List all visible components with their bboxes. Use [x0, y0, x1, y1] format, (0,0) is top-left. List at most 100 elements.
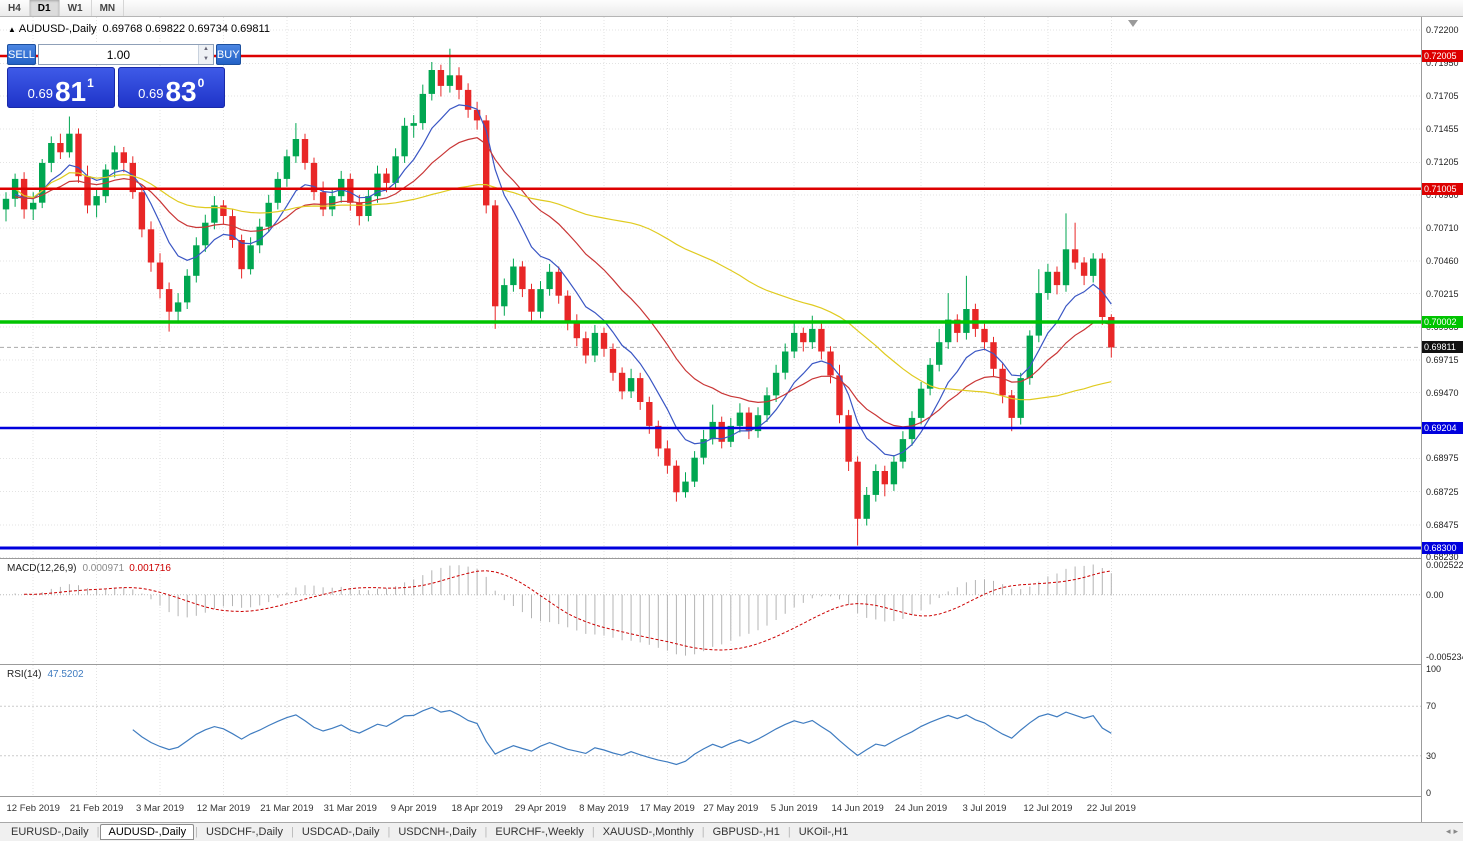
- timeframe-button-d1[interactable]: D1: [29, 0, 60, 16]
- pane-separator[interactable]: [0, 664, 1463, 665]
- chart-tab-xauusd[interactable]: XAUUSD-,Monthly: [602, 826, 694, 838]
- rsi-tick-label: 70: [1426, 701, 1437, 712]
- volume-spinner: ▲ ▼: [197, 45, 213, 64]
- hline-price-label: 0.71005: [1422, 182, 1463, 195]
- hline-price-label: 0.69204: [1422, 421, 1463, 434]
- tab-separator: |: [787, 826, 791, 838]
- chart-tab-ukoil[interactable]: UKOil-,H1: [798, 826, 849, 838]
- date-axis-label: 29 Apr 2019: [514, 803, 567, 814]
- date-axis-label: 3 Mar 2019: [135, 803, 185, 814]
- hline-price-label: 0.70002: [1422, 316, 1463, 329]
- chart-symbol-label: AUDUSD-,Daily: [18, 23, 97, 35]
- rsi-indicator-pane[interactable]: [0, 665, 1421, 796]
- hline-price-label: 0.68300: [1422, 542, 1463, 555]
- macd-label: MACD(12,26,9) 0.000971 0.001716: [7, 563, 171, 574]
- price-tick-label: 0.70215: [1426, 288, 1459, 299]
- sell-price-prefix: 0.69: [27, 86, 53, 101]
- rsi-tick-label: 30: [1426, 750, 1437, 761]
- sell-price-pip: 1: [87, 76, 94, 90]
- sell-price-box[interactable]: 0.69 81 1: [7, 67, 115, 108]
- price-tick-label: 0.70710: [1426, 223, 1459, 233]
- date-axis-label: 12 Feb 2019: [6, 803, 60, 814]
- price-tick-label: 0.71205: [1426, 157, 1459, 168]
- price-tick-label: 0.69470: [1426, 387, 1459, 398]
- volume-box: ▲ ▼: [37, 44, 214, 65]
- price-tick-label: 0.68725: [1426, 486, 1459, 497]
- price-tick-label: 0.71705: [1426, 90, 1459, 101]
- pane-separator[interactable]: [0, 796, 1463, 797]
- chart-ohlc-values: 0.69768 0.69822 0.69734 0.69811: [102, 23, 270, 35]
- macd-tick-label: 0.002522: [1426, 559, 1463, 570]
- volume-down-icon[interactable]: ▼: [198, 54, 213, 64]
- pane-separator[interactable]: [0, 558, 1463, 559]
- chart-window[interactable]: ▲ AUDUSD-,Daily 0.69768 0.69822 0.69734 0.…: [0, 17, 1463, 822]
- sell-button[interactable]: SELL: [7, 44, 36, 65]
- price-tick-label: 0.71455: [1426, 124, 1459, 135]
- chart-title: ▲ AUDUSD-,Daily 0.69768 0.69822 0.69734 0.…: [8, 23, 270, 35]
- chart-tab-audusd[interactable]: AUDUSD-,Daily: [100, 824, 195, 840]
- date-axis-label: 5 Jun 2019: [770, 803, 818, 814]
- rsi-tick-label: 100: [1426, 664, 1442, 674]
- price-tick-label: 0.68230: [1426, 552, 1459, 563]
- rsi-tick-label: 0: [1426, 788, 1432, 798]
- buy-price-big: 83: [165, 76, 197, 108]
- price-tick-label: 0.72200: [1426, 25, 1459, 36]
- date-axis-label: 24 Jun 2019: [894, 803, 948, 814]
- date-axis-label: 12 Jul 2019: [1023, 803, 1073, 814]
- sell-price-big: 81: [54, 76, 87, 108]
- volume-up-icon[interactable]: ▲: [198, 45, 213, 55]
- tab-scroll-right-icon[interactable]: ▸: [1453, 826, 1458, 836]
- chart-tab-usdchf[interactable]: USDCHF-,Daily: [205, 826, 283, 838]
- price-tick-label: 0.68975: [1426, 453, 1459, 464]
- date-axis-label: 18 Apr 2019: [451, 803, 503, 814]
- rsi-value: 47.5202: [47, 669, 84, 680]
- date-axis-label: 8 May 2019: [579, 803, 629, 814]
- macd-tick-label: 0.00: [1426, 589, 1444, 600]
- macd-name: MACD(12,26,9): [7, 563, 77, 574]
- tab-scroll-left-icon[interactable]: ◂: [1445, 826, 1451, 836]
- chart-shift-marker-icon[interactable]: [1128, 20, 1138, 27]
- timeframe-button-mn[interactable]: MN: [92, 0, 125, 16]
- date-axis-label: 21 Mar 2019: [260, 803, 314, 814]
- price-tick-label: 0.69715: [1426, 355, 1459, 366]
- chart-tab-bar: EURUSD-,Daily | AUDUSD-,Daily | USDCHF-,Dail…: [0, 822, 1463, 841]
- chart-tab-eurusd[interactable]: EURUSD-,Daily: [11, 826, 89, 838]
- buy-price-prefix: 0.69: [138, 86, 164, 101]
- price-tick-label: 0.68475: [1426, 519, 1459, 530]
- volume-input[interactable]: [38, 45, 198, 64]
- chart-tab-usdcad[interactable]: USDCAD-,Daily: [301, 826, 380, 838]
- date-axis-label: 17 May 2019: [639, 803, 695, 814]
- buy-price-pip: 0: [197, 76, 205, 90]
- buy-button[interactable]: BUY: [215, 44, 241, 65]
- tab-separator: |: [290, 826, 294, 838]
- rsi-label: RSI(14) 47.5202: [7, 669, 84, 680]
- tab-separator: |: [195, 826, 198, 838]
- symbol-arrow-icon: ▲: [8, 25, 16, 34]
- date-axis-label: 31 Mar 2019: [323, 803, 377, 814]
- timeframe-button-w1[interactable]: W1: [60, 0, 92, 16]
- date-axis-label: 27 May 2019: [703, 803, 759, 814]
- tab-separator: |: [387, 826, 391, 838]
- price-tick-label: 0.70460: [1426, 256, 1459, 267]
- chart-tab-gbpusd[interactable]: GBPUSD-,H1: [712, 826, 780, 838]
- current-price-label: 0.69811: [1422, 341, 1463, 354]
- timeframe-button-h4[interactable]: H4: [0, 0, 30, 16]
- macd-tick-label: -0.005234: [1426, 652, 1463, 663]
- hline-price-label: 0.72005: [1422, 50, 1463, 63]
- date-axis-label: 12 Mar 2019: [196, 803, 251, 814]
- macd-indicator-pane[interactable]: [0, 559, 1421, 664]
- chart-tab-usdcnh[interactable]: USDCNH-,Daily: [398, 826, 477, 838]
- tab-separator: |: [591, 826, 595, 838]
- date-axis-label: 9 Apr 2019: [390, 803, 437, 814]
- tab-separator: |: [701, 826, 705, 838]
- date-axis-label: 21 Feb 2019: [69, 803, 124, 814]
- timeframe-toolbar: H4 D1 W1 MN: [0, 0, 1463, 17]
- tab-scroll-controls: ◂ ▸: [1446, 826, 1458, 837]
- date-axis-label: 22 Jul 2019: [1086, 803, 1136, 814]
- tab-separator: |: [96, 826, 100, 838]
- price-scale[interactable]: 0.722000.719500.717050.714550.712050.709…: [1421, 17, 1463, 822]
- chart-tab-eurchf[interactable]: EURCHF-,Weekly: [495, 826, 584, 838]
- price-tick-label: 0.71950: [1426, 58, 1459, 69]
- buy-price-box[interactable]: 0.69 83 0: [117, 67, 225, 108]
